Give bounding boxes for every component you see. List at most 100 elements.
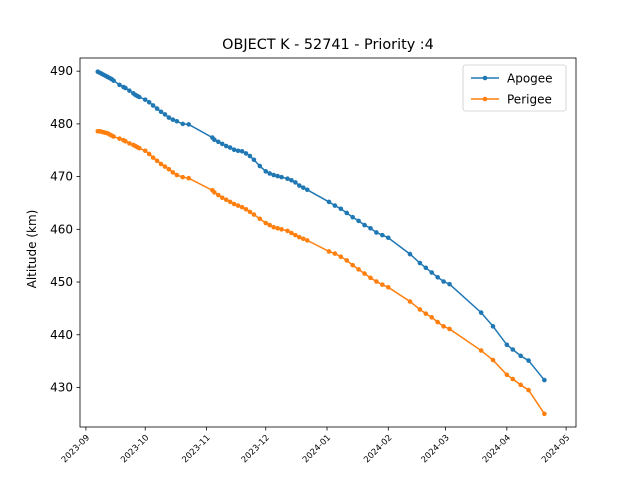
- data-point-perigee: [279, 227, 284, 232]
- data-point-perigee: [417, 307, 423, 312]
- data-point-apogee: [186, 122, 191, 127]
- data-point-apogee: [243, 151, 249, 156]
- data-point-perigee: [117, 136, 122, 141]
- data-point-perigee: [180, 174, 186, 180]
- legend-marker: [482, 75, 488, 81]
- data-point-apogee: [170, 117, 176, 122]
- data-point-apogee: [362, 222, 367, 228]
- data-point-apogee: [271, 172, 276, 178]
- data-point-perigee: [267, 222, 273, 228]
- x-tick-label: 2023-11: [180, 433, 212, 465]
- data-point-perigee: [526, 387, 531, 393]
- data-point-perigee: [285, 228, 290, 234]
- data-point-apogee: [423, 265, 429, 271]
- data-point-apogee: [150, 103, 156, 108]
- data-point-apogee: [356, 218, 361, 224]
- data-point-perigee: [504, 372, 510, 378]
- data-point-perigee: [247, 209, 253, 215]
- data-point-perigee: [350, 262, 356, 268]
- data-point-apogee: [166, 115, 172, 120]
- data-point-apogee: [526, 358, 531, 363]
- data-point-apogee: [344, 210, 350, 216]
- y-tick-label: 430: [50, 380, 73, 394]
- data-point-apogee: [304, 187, 310, 193]
- data-point-apogee: [518, 353, 523, 359]
- data-point-apogee: [127, 88, 132, 93]
- data-point-apogee: [429, 270, 435, 275]
- data-point-perigee: [380, 282, 385, 287]
- data-point-apogee: [235, 148, 241, 154]
- data-point-apogee: [180, 121, 186, 127]
- data-point-perigee: [304, 238, 310, 243]
- x-tick-label: 2024-05: [540, 433, 572, 465]
- data-point-apogee: [251, 157, 257, 163]
- data-point-perigee: [326, 249, 332, 254]
- data-point-apogee: [174, 118, 180, 124]
- data-point-apogee: [154, 106, 160, 111]
- y-tick-label: 490: [50, 64, 73, 78]
- data-point-perigee: [368, 275, 373, 281]
- data-point-perigee: [166, 166, 172, 172]
- data-point-perigee: [123, 138, 128, 144]
- data-point-apogee: [257, 163, 263, 169]
- data-point-perigee: [344, 258, 350, 263]
- data-point-apogee: [239, 149, 245, 154]
- data-point-apogee: [136, 94, 142, 100]
- data-point-perigee: [186, 175, 191, 181]
- data-point-apogee: [263, 169, 269, 174]
- data-point-perigee: [435, 319, 440, 325]
- data-point-perigee: [490, 357, 496, 363]
- y-tick-label: 480: [50, 117, 73, 131]
- data-point-apogee: [447, 281, 452, 287]
- data-point-apogee: [417, 260, 423, 266]
- data-point-perigee: [429, 315, 435, 320]
- data-point-perigee: [374, 279, 379, 284]
- data-point-apogee: [374, 230, 379, 235]
- data-point-apogee: [223, 143, 229, 149]
- data-point-apogee: [435, 274, 440, 280]
- data-point-perigee: [356, 267, 361, 272]
- data-point-apogee: [338, 206, 344, 212]
- data-point-apogee: [111, 78, 116, 83]
- data-point-perigee: [332, 251, 338, 256]
- legend-marker: [482, 96, 488, 102]
- data-point-perigee: [162, 164, 168, 169]
- data-point-perigee: [441, 324, 446, 329]
- data-point-apogee: [490, 324, 496, 329]
- data-point-perigee: [146, 151, 152, 157]
- data-point-apogee: [123, 85, 128, 91]
- data-point-apogee: [146, 99, 152, 105]
- data-point-perigee: [275, 225, 280, 231]
- data-point-perigee: [447, 326, 452, 332]
- data-point-perigee: [478, 348, 484, 353]
- data-point-apogee: [510, 347, 516, 352]
- data-point-perigee: [257, 216, 263, 222]
- legend-label: Perigee: [507, 93, 552, 107]
- data-point-perigee: [293, 232, 298, 238]
- data-point-apogee: [293, 180, 298, 185]
- data-point-apogee: [267, 171, 273, 176]
- data-point-apogee: [142, 97, 148, 102]
- data-point-perigee: [231, 201, 237, 207]
- legend: Apogee Perigee: [462, 64, 567, 112]
- x-tick-label: 2024-01: [301, 433, 333, 465]
- data-point-apogee: [326, 199, 332, 205]
- data-point-apogee: [162, 112, 168, 117]
- data-point-perigee: [271, 224, 276, 230]
- data-point-perigee: [158, 161, 164, 167]
- data-point-perigee: [407, 299, 413, 304]
- data-point-apogee: [504, 342, 510, 348]
- data-point-apogee: [212, 137, 217, 143]
- y-tick-label: 470: [50, 170, 73, 184]
- data-point-perigee: [338, 254, 344, 260]
- data-point-apogee: [441, 279, 446, 284]
- data-point-apogee: [350, 214, 356, 220]
- data-point-perigee: [423, 311, 429, 316]
- x-tick-label: 2024-02: [362, 433, 394, 465]
- series-line-perigee: [97, 130, 546, 415]
- data-point-perigee: [136, 145, 142, 151]
- data-point-perigee: [212, 190, 217, 195]
- data-point-perigee: [289, 230, 294, 236]
- data-point-perigee: [235, 203, 241, 208]
